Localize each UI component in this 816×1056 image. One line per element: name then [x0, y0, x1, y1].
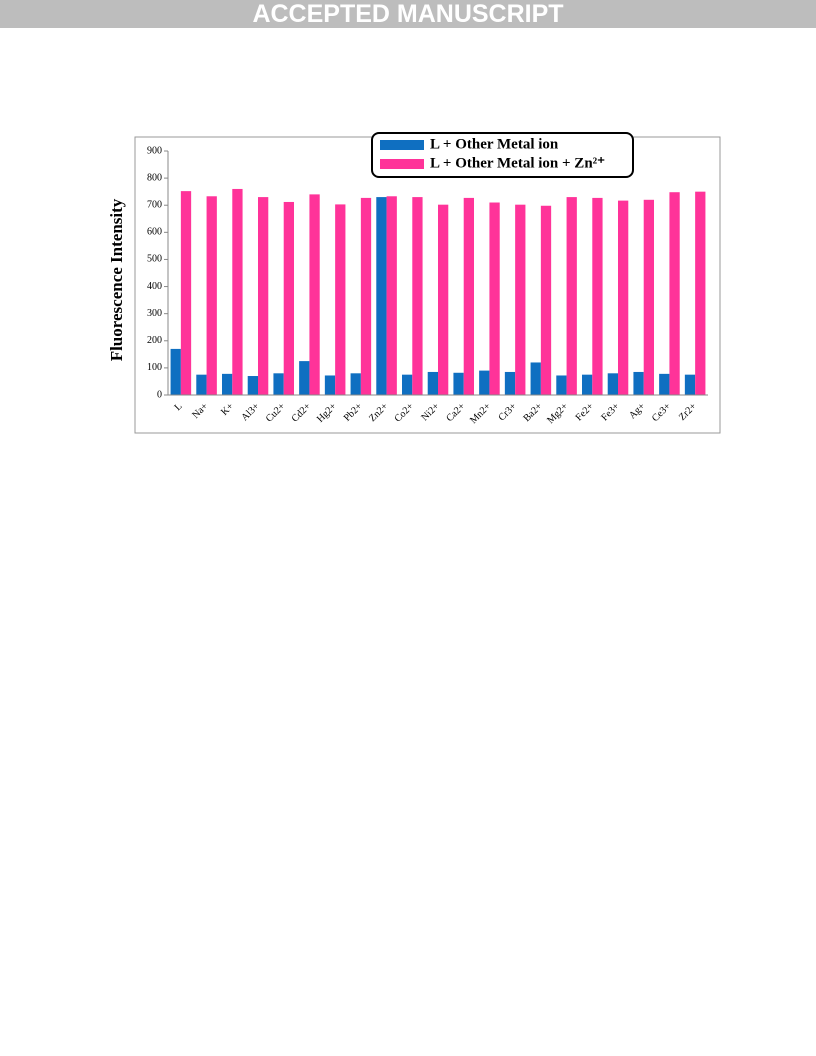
bar [566, 197, 577, 395]
bar [530, 362, 541, 395]
y-tick-label: 200 [147, 335, 162, 346]
bar [232, 188, 243, 395]
y-tick-label: 800 [147, 172, 162, 183]
legend-box [371, 132, 634, 178]
y-tick-label: 900 [147, 145, 162, 156]
bar [695, 191, 706, 395]
bar [607, 373, 618, 395]
bar [618, 200, 629, 395]
bar [360, 197, 372, 395]
bar [489, 202, 500, 395]
bar [206, 196, 217, 395]
bar [427, 371, 438, 395]
bar [180, 191, 192, 395]
bar [196, 374, 207, 395]
header-title: ACCEPTED MANUSCRIPT [0, 0, 816, 28]
bar [504, 371, 516, 395]
bar [515, 204, 526, 395]
y-axis-label: Fluorescence Intensity [107, 198, 126, 361]
y-tick-label: 400 [147, 281, 162, 292]
bar [247, 376, 258, 395]
bar [273, 373, 284, 395]
bar [659, 373, 670, 395]
bar [540, 205, 552, 395]
bar [222, 373, 233, 395]
bar [350, 373, 361, 395]
bar [386, 196, 397, 395]
bar [479, 370, 490, 395]
y-tick-label: 300 [147, 308, 162, 319]
bar [309, 194, 320, 395]
bar [438, 204, 449, 395]
legend-swatch [380, 140, 424, 150]
legend-label: L + Other Metal ion + Zn²⁺ [430, 155, 605, 171]
bar [453, 372, 464, 395]
bar [592, 197, 603, 395]
bar [170, 348, 181, 395]
bar [376, 197, 387, 395]
legend-label: L + Other Metal ion [430, 136, 559, 152]
y-tick-label: 0 [157, 389, 162, 400]
bar [412, 197, 423, 395]
bar [258, 197, 269, 395]
bar [402, 374, 413, 395]
y-tick-label: 100 [147, 362, 162, 373]
y-tick-label: 700 [147, 200, 162, 211]
bar [283, 201, 294, 395]
y-tick-label: 600 [147, 227, 162, 238]
bar [633, 371, 644, 395]
legend-swatch [380, 159, 424, 169]
y-tick-label: 500 [147, 254, 162, 265]
bar [463, 197, 474, 395]
bar [643, 199, 654, 395]
bar [335, 204, 346, 395]
bar [684, 374, 696, 395]
bar [556, 375, 567, 395]
bar [582, 374, 593, 395]
bar [299, 361, 310, 395]
bar [669, 192, 680, 395]
bar [324, 375, 336, 395]
